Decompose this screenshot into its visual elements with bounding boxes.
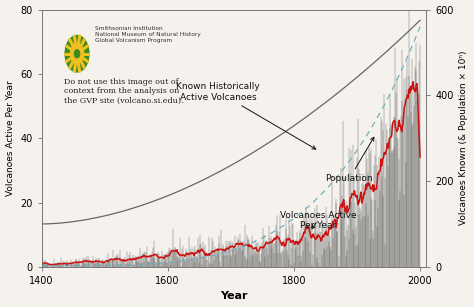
Text: Known Historically
Active Volcanoes: Known Historically Active Volcanoes [176,82,316,149]
Circle shape [71,44,83,64]
Text: Volcanoes Active
Per Year: Volcanoes Active Per Year [280,211,356,230]
Y-axis label: Volcanoes Known (& Population × 10ⁿ): Volcanoes Known (& Population × 10ⁿ) [459,51,468,225]
Text: Do not use this image out of
context from the analysis on
the GVP site (volcano.: Do not use this image out of context fro… [64,78,183,105]
Text: National Museum of Natural History: National Museum of Natural History [95,32,201,37]
Text: Population: Population [326,137,374,183]
Circle shape [74,50,80,58]
Y-axis label: Volcanoes Active Per Year: Volcanoes Active Per Year [6,80,15,196]
Circle shape [65,36,89,72]
Text: Smithsonian Institution: Smithsonian Institution [95,26,163,31]
Text: Global Volcanism Program: Global Volcanism Program [95,38,172,43]
X-axis label: Year: Year [220,291,248,301]
